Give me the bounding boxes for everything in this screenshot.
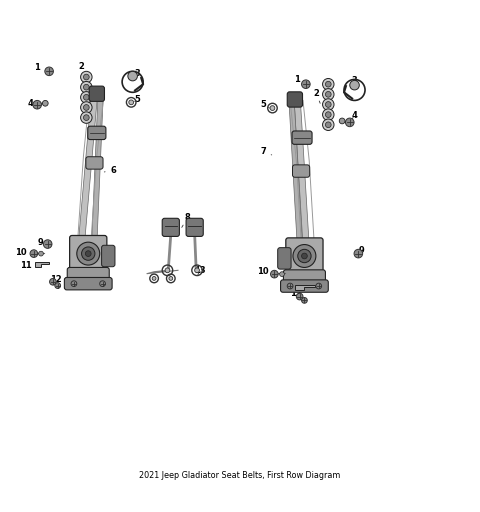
Polygon shape xyxy=(295,285,315,290)
Text: 2021 Jeep Gladiator Seat Belts, First Row Diagram: 2021 Jeep Gladiator Seat Belts, First Ro… xyxy=(139,471,341,480)
FancyBboxPatch shape xyxy=(292,131,312,144)
Circle shape xyxy=(325,92,331,97)
Circle shape xyxy=(325,101,331,108)
Text: 10: 10 xyxy=(15,248,33,257)
Text: 10: 10 xyxy=(257,267,275,276)
Polygon shape xyxy=(78,94,97,242)
Circle shape xyxy=(71,281,77,287)
Text: 5: 5 xyxy=(260,100,270,109)
Circle shape xyxy=(81,71,92,83)
Circle shape xyxy=(85,251,91,257)
Text: 1: 1 xyxy=(34,63,48,72)
Circle shape xyxy=(84,84,89,90)
Circle shape xyxy=(49,279,56,285)
FancyBboxPatch shape xyxy=(67,267,109,281)
Polygon shape xyxy=(289,100,302,242)
Circle shape xyxy=(100,281,106,287)
Circle shape xyxy=(325,122,331,127)
Circle shape xyxy=(38,251,43,256)
Circle shape xyxy=(301,297,307,303)
Circle shape xyxy=(152,276,156,281)
Text: 7: 7 xyxy=(260,147,272,157)
Circle shape xyxy=(43,240,52,248)
Circle shape xyxy=(296,293,303,300)
FancyBboxPatch shape xyxy=(88,126,106,140)
Polygon shape xyxy=(294,100,309,242)
Circle shape xyxy=(316,283,322,289)
Polygon shape xyxy=(35,262,49,267)
Circle shape xyxy=(287,283,293,289)
Text: 2: 2 xyxy=(79,61,85,77)
Text: 3: 3 xyxy=(134,69,140,78)
Circle shape xyxy=(81,92,92,103)
FancyBboxPatch shape xyxy=(162,218,180,237)
Circle shape xyxy=(128,71,137,81)
Circle shape xyxy=(323,109,334,120)
Text: 12: 12 xyxy=(290,289,302,297)
FancyBboxPatch shape xyxy=(186,218,203,237)
Circle shape xyxy=(350,80,360,90)
Text: 6: 6 xyxy=(104,165,117,175)
Text: 13: 13 xyxy=(193,266,205,275)
Circle shape xyxy=(81,81,92,93)
Text: 2: 2 xyxy=(313,89,320,103)
Circle shape xyxy=(298,249,311,263)
Text: 4: 4 xyxy=(27,99,39,108)
Circle shape xyxy=(45,67,53,76)
Circle shape xyxy=(346,118,354,126)
Circle shape xyxy=(354,249,363,258)
Circle shape xyxy=(30,250,37,258)
Circle shape xyxy=(42,100,48,106)
Text: 8: 8 xyxy=(182,214,191,227)
Circle shape xyxy=(293,245,316,267)
Circle shape xyxy=(323,119,334,131)
Circle shape xyxy=(84,104,89,110)
FancyBboxPatch shape xyxy=(281,280,328,292)
FancyBboxPatch shape xyxy=(292,165,310,177)
FancyBboxPatch shape xyxy=(89,86,105,101)
Circle shape xyxy=(323,89,334,100)
Circle shape xyxy=(84,74,89,80)
Text: 9: 9 xyxy=(37,238,49,247)
Circle shape xyxy=(270,105,275,111)
Circle shape xyxy=(169,276,173,281)
Circle shape xyxy=(84,94,89,100)
Text: 5: 5 xyxy=(134,95,140,104)
Circle shape xyxy=(77,242,100,265)
Text: 12: 12 xyxy=(50,275,62,284)
FancyBboxPatch shape xyxy=(70,236,107,274)
Text: 11: 11 xyxy=(20,261,39,270)
Circle shape xyxy=(82,247,95,260)
FancyBboxPatch shape xyxy=(86,157,103,169)
Circle shape xyxy=(195,268,199,273)
Circle shape xyxy=(339,118,345,124)
Circle shape xyxy=(280,272,284,276)
Circle shape xyxy=(301,80,310,89)
Text: 3: 3 xyxy=(352,76,358,88)
Circle shape xyxy=(129,100,133,105)
Circle shape xyxy=(81,102,92,113)
Polygon shape xyxy=(92,95,103,240)
Circle shape xyxy=(33,100,41,109)
Text: 4: 4 xyxy=(351,111,358,120)
FancyBboxPatch shape xyxy=(102,245,115,267)
Circle shape xyxy=(323,78,334,90)
FancyBboxPatch shape xyxy=(64,278,112,290)
Circle shape xyxy=(325,112,331,117)
Text: 9: 9 xyxy=(356,246,365,255)
FancyBboxPatch shape xyxy=(278,248,291,269)
Circle shape xyxy=(301,253,307,259)
Text: 14: 14 xyxy=(314,283,326,291)
Text: 1: 1 xyxy=(294,75,304,84)
Circle shape xyxy=(81,112,92,123)
Circle shape xyxy=(271,270,278,278)
Circle shape xyxy=(165,268,170,273)
FancyBboxPatch shape xyxy=(283,270,325,283)
Circle shape xyxy=(55,283,60,288)
FancyBboxPatch shape xyxy=(287,92,302,107)
Circle shape xyxy=(323,99,334,110)
Circle shape xyxy=(325,81,331,87)
Circle shape xyxy=(84,115,89,120)
FancyBboxPatch shape xyxy=(286,238,323,277)
